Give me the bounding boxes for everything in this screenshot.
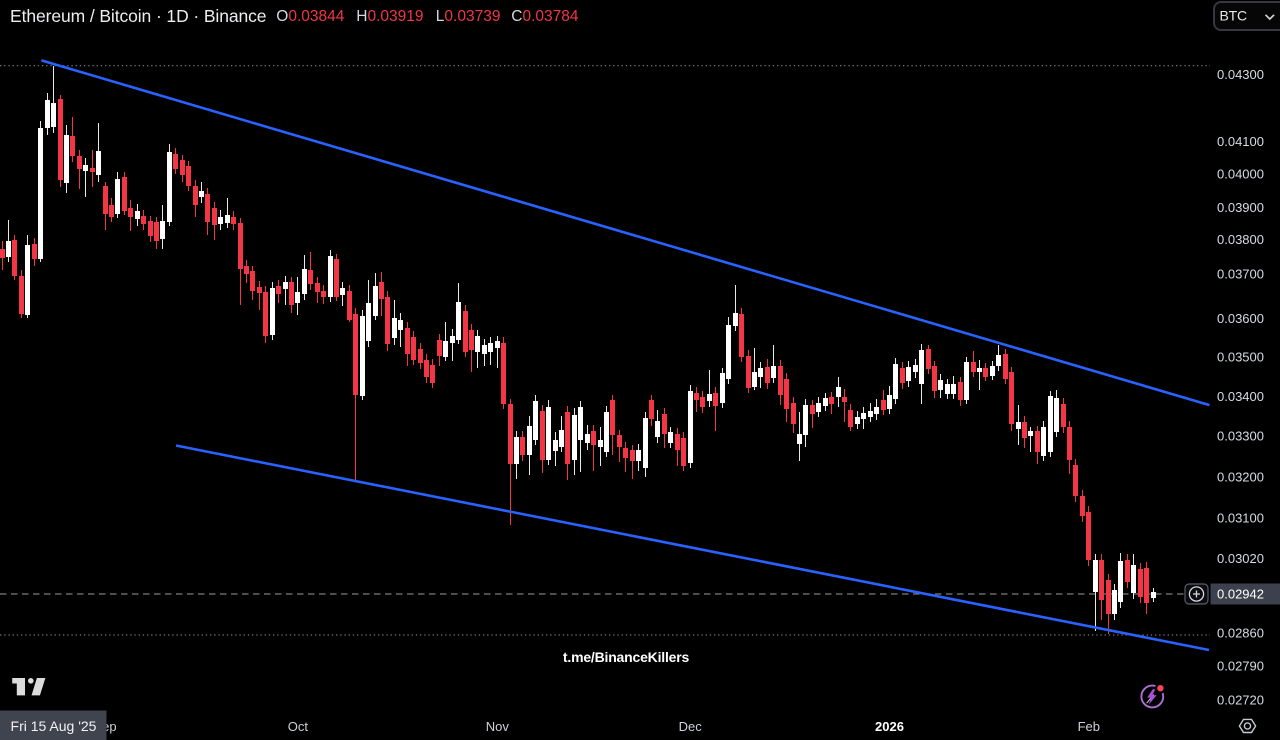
svg-text:C0.03784: C0.03784 <box>511 8 579 25</box>
svg-text:0.02860: 0.02860 <box>1217 626 1264 641</box>
svg-text:0.03900: 0.03900 <box>1217 200 1264 215</box>
svg-text:Feb: Feb <box>1078 719 1100 734</box>
svg-text:0.03800: 0.03800 <box>1217 232 1264 247</box>
svg-text:0.04100: 0.04100 <box>1217 134 1264 149</box>
svg-text:t.me/BinanceKillers: t.me/BinanceKillers <box>563 649 690 665</box>
svg-text:0.03100: 0.03100 <box>1217 511 1264 526</box>
svg-text:0.03300: 0.03300 <box>1217 429 1264 444</box>
svg-text:0.02790: 0.02790 <box>1217 659 1264 674</box>
svg-text:0.03200: 0.03200 <box>1217 469 1264 484</box>
svg-text:0.02720: 0.02720 <box>1217 693 1264 708</box>
svg-text:Fri 15 Aug '25: Fri 15 Aug '25 <box>11 718 97 734</box>
svg-text:2026: 2026 <box>875 719 904 734</box>
svg-text:0.03700: 0.03700 <box>1217 267 1264 282</box>
svg-text:Nov: Nov <box>486 719 510 734</box>
svg-text:0.03020: 0.03020 <box>1217 551 1264 566</box>
svg-text:Dec: Dec <box>679 719 703 734</box>
svg-text:0.03400: 0.03400 <box>1217 389 1264 404</box>
svg-text:0.04300: 0.04300 <box>1217 67 1264 82</box>
svg-text:0.04000: 0.04000 <box>1217 167 1264 182</box>
svg-text:L0.03739: L0.03739 <box>436 8 501 25</box>
svg-text:0.03600: 0.03600 <box>1217 311 1264 326</box>
svg-text:H0.03919: H0.03919 <box>356 8 423 25</box>
svg-text:BTC: BTC <box>1220 8 1247 24</box>
svg-text:Ethereum / Bitcoin · 1D · Bina: Ethereum / Bitcoin · 1D · Binance <box>10 6 266 26</box>
svg-text:0.03500: 0.03500 <box>1217 349 1264 364</box>
svg-text:Oct: Oct <box>288 719 309 734</box>
svg-text:0.02942: 0.02942 <box>1217 587 1264 602</box>
svg-text:O0.03844: O0.03844 <box>276 8 344 25</box>
